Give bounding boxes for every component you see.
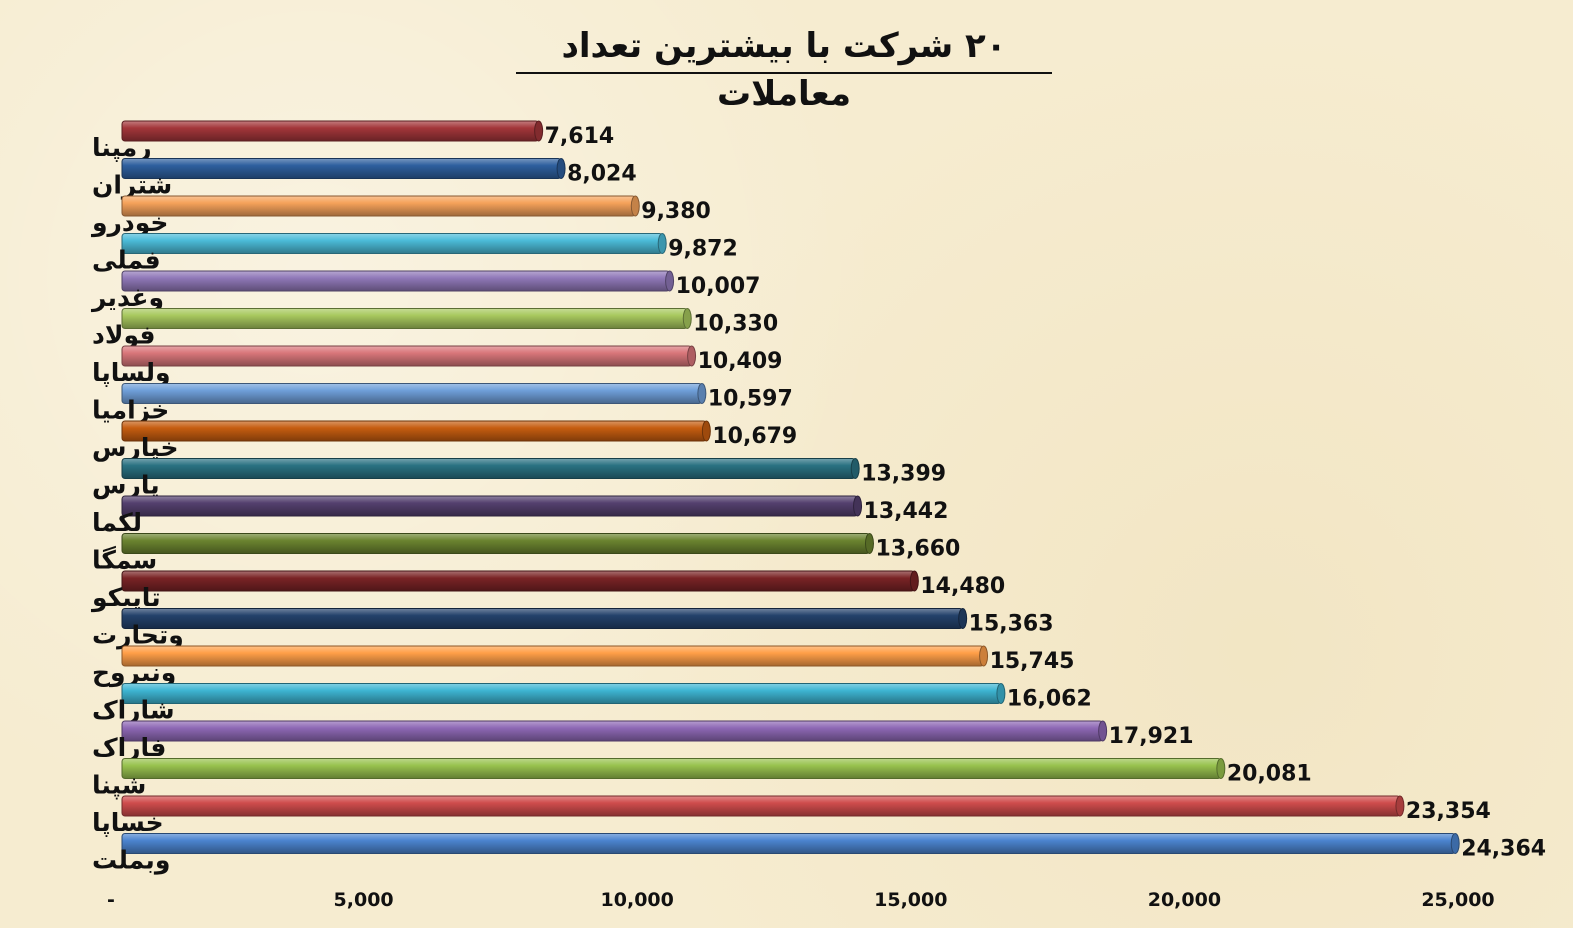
bar [121,833,1456,854]
data-label: 10,330 [693,312,778,337]
data-label: 13,442 [864,499,949,524]
bar [121,270,671,292]
data-label: 20,081 [1227,762,1312,787]
category-label: شپنا [92,771,146,800]
category-label: پارس [92,471,160,500]
category-label: فاراک [92,733,166,762]
bar-end-cap [665,270,675,292]
data-label: 10,679 [712,424,797,449]
data-label: 17,921 [1109,724,1194,749]
bar [121,495,859,517]
data-label: 9,872 [668,237,738,262]
bar-end-cap [1216,758,1226,779]
bar-end-cap [1450,833,1460,854]
bar-end-cap [701,420,711,442]
bar-end-cap [657,233,667,254]
data-label: 7,614 [545,124,615,149]
data-label: 9,380 [641,199,711,224]
bar [121,570,915,592]
bar-end-cap [630,195,640,217]
bar [121,720,1104,742]
data-label: 13,399 [861,462,946,487]
data-label: 13,660 [875,537,960,562]
data-label: 10,409 [698,349,783,374]
bar [121,645,985,667]
category-label: رمپنا [92,133,152,162]
bar [121,420,707,442]
category-label: خساپا [92,808,164,837]
bar-end-cap [556,158,566,179]
data-label: 16,062 [1007,687,1092,712]
bar [121,458,856,479]
bar [121,120,540,142]
x-tick-label: 20,000 [1148,889,1221,911]
bar [121,308,688,329]
bar-end-cap [979,645,989,667]
bar [121,795,1401,817]
x-tick-label: 10,000 [601,889,674,911]
bar [121,383,703,404]
data-label: 15,745 [990,649,1075,674]
data-label: 10,597 [708,387,793,412]
bar [121,683,1002,704]
bar-end-cap [850,458,860,479]
bar-end-cap [909,570,919,592]
bar-end-cap [534,120,544,142]
bar [121,758,1222,779]
x-tick-label: 5,000 [334,889,394,911]
data-label: 23,354 [1406,799,1491,824]
x-tick-label: 25,000 [1421,889,1494,911]
category-label: سمگا [92,546,157,575]
data-label: 24,364 [1461,837,1546,862]
category-label: خپارس [92,433,179,462]
bar-end-cap [864,533,874,554]
bar-end-cap [996,683,1006,704]
category-label: لکما [92,508,142,537]
bar-end-cap [687,345,697,367]
category-label: وبملت [92,846,170,876]
bar-end-cap [958,608,968,629]
bar [121,233,663,254]
bar-end-cap [1395,795,1405,817]
x-tick-label: - [107,889,115,911]
bar [121,533,870,554]
data-label: 10,007 [676,274,761,299]
bar [121,195,636,217]
bar-end-cap [1098,720,1108,742]
x-tick-label: 15,000 [874,889,947,911]
category-label: فملی [92,246,161,275]
bar-end-cap [697,383,707,404]
data-label: 8,024 [567,162,637,187]
bar [121,608,964,629]
bar-end-cap [682,308,692,329]
bar [121,345,693,367]
category-label: شاراک [92,696,175,725]
chart-title: ۲۰ شرکت با بیشترین تعداد معاملات [516,22,1052,114]
bar-end-cap [853,495,863,517]
data-label: 14,480 [920,574,1005,599]
bar [121,158,562,179]
data-label: 15,363 [969,612,1054,637]
